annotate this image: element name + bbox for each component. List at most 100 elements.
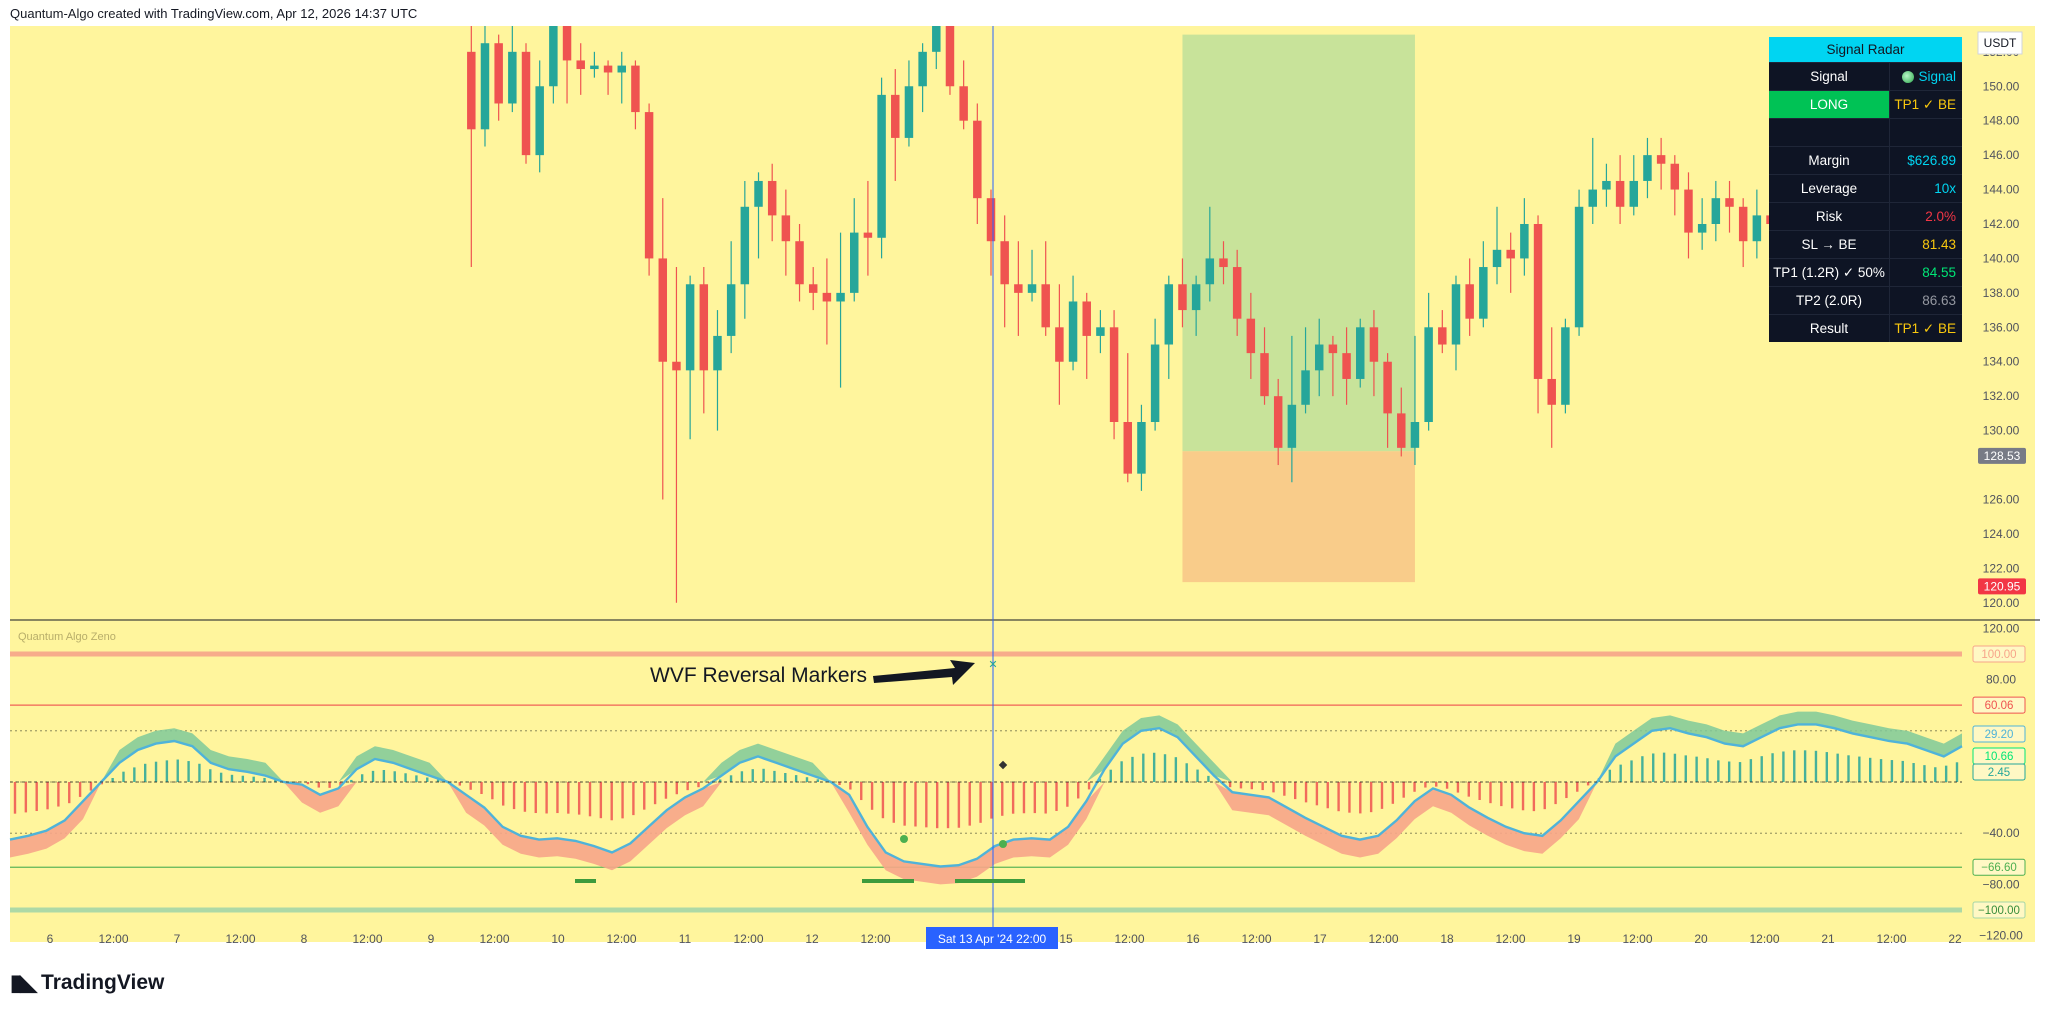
- candle-body: [1068, 301, 1078, 362]
- signal-radar-key: Result: [1769, 315, 1890, 342]
- time-axis-label: 22: [1948, 932, 1962, 946]
- oscillator-signal-dot: [999, 840, 1007, 848]
- candle-body: [822, 292, 832, 302]
- candle-body: [1588, 189, 1597, 207]
- candle-body: [644, 112, 654, 259]
- tradingview-logo-icon: ▮◣: [10, 970, 37, 995]
- oscillator-level-label: 100.00: [1981, 649, 2016, 661]
- time-axis-label: 9: [428, 932, 435, 946]
- signal-radar-value-text: 84.55: [1922, 265, 1956, 280]
- signal-radar-row: TP1 (1.2R) ✓ 50% 84.55: [1769, 258, 1962, 286]
- candle-body: [1369, 327, 1379, 362]
- signal-radar-key: Margin: [1769, 147, 1890, 174]
- oscillator-value-label: 2.45: [1988, 767, 2010, 779]
- candle-body: [945, 26, 955, 87]
- candle-body: [1711, 198, 1721, 224]
- candle-body: [1697, 224, 1707, 233]
- candle-body: [1383, 361, 1392, 414]
- candle-body: [904, 86, 914, 138]
- bearish-wave-fill: [10, 782, 1962, 885]
- candle-body: [549, 26, 558, 87]
- candle-body: [1356, 327, 1365, 379]
- signal-radar-value: TP1 ✓ BE: [1890, 315, 1962, 342]
- candle-body: [891, 94, 900, 138]
- price-axis-background: [1962, 26, 2035, 942]
- candle-body: [1602, 180, 1611, 190]
- price-tick-label: 142.00: [1983, 217, 2020, 231]
- candle-body: [1547, 378, 1556, 405]
- signal-radar-value-text: 81.43: [1922, 237, 1956, 252]
- crosshair-date-label: Sat 13 Apr '24 22:00: [938, 932, 1047, 946]
- currency-badge: [1977, 31, 2023, 55]
- signal-radar-key: TP1 (1.2R) ✓ 50%: [1769, 259, 1890, 286]
- chart-background: [10, 26, 1962, 942]
- candle-body: [1670, 163, 1680, 190]
- candle-body: [1615, 180, 1625, 207]
- price-tick-label: 136.00: [1983, 320, 2020, 334]
- signal-radar-value: 84.55: [1890, 259, 1962, 286]
- price-tick-label: 124.00: [1983, 527, 2020, 541]
- time-axis-label: 11: [679, 932, 692, 946]
- signal-radar-value: 10x: [1890, 175, 1962, 202]
- time-axis-label: 12:00: [860, 932, 890, 946]
- oscillator-value-badge: [1972, 763, 2026, 781]
- oscillator-value-label: 29.20: [1985, 729, 2014, 741]
- price-tick-label: 150.00: [1983, 79, 2020, 93]
- candle-body: [754, 180, 763, 207]
- signal-radar-value: TP1 ✓ BE: [1890, 91, 1962, 118]
- candle-body: [1465, 284, 1474, 319]
- candle-body: [1164, 284, 1174, 345]
- time-axis-label: 12:00: [98, 932, 128, 946]
- candle-body: [808, 284, 818, 293]
- oscillator-level-badge: [1972, 858, 2026, 876]
- oscillator-level-label: −66.60: [1981, 862, 2017, 874]
- candle-body: [1137, 422, 1146, 474]
- candle-body: [1479, 267, 1488, 319]
- oscillator-diamond-marker: [998, 760, 1008, 770]
- candle-body: [781, 215, 791, 242]
- candle-body: [1574, 206, 1584, 328]
- candle-body: [685, 284, 695, 371]
- currency-label: USDT: [1984, 36, 2017, 50]
- tradingview-logo[interactable]: ▮◣ TradingView: [10, 970, 164, 996]
- price-label-badge: [1978, 447, 2026, 464]
- candle-body: [1643, 155, 1652, 181]
- candle-body: [535, 86, 544, 156]
- candle-body: [1014, 284, 1023, 293]
- signal-radar-value-text: TP1 ✓ BE: [1894, 321, 1956, 336]
- signal-radar-key: TP2 (2.0R): [1769, 287, 1890, 314]
- signal-radar-row: [1769, 118, 1962, 146]
- candle-body: [1123, 422, 1133, 474]
- candle-body: [1178, 284, 1187, 311]
- candle-body: [986, 198, 996, 242]
- signal-radar-key: SL → BE: [1769, 231, 1890, 258]
- signal-radar-row: Risk 2.0%: [1769, 202, 1962, 230]
- signal-radar-row: Result TP1 ✓ BE: [1769, 314, 1962, 342]
- candle-body: [699, 284, 709, 371]
- price-tick-label: 122.00: [1983, 561, 2020, 575]
- signal-radar-key: Signal: [1769, 63, 1890, 90]
- price-tick-label: 130.00: [1983, 424, 2020, 438]
- time-axis-label: 19: [1567, 932, 1581, 946]
- oscillator-tick-label: −80.00: [1982, 877, 2019, 891]
- time-axis-label: 7: [174, 932, 181, 946]
- candle-body: [1520, 224, 1529, 259]
- candle-body: [713, 335, 722, 371]
- oscillator-level-badge: [1972, 645, 2026, 663]
- time-axis-label: 12:00: [1114, 932, 1144, 946]
- candle-body: [932, 26, 941, 52]
- time-axis-label: 10: [551, 932, 565, 946]
- oscillator-value-badge: [1972, 725, 2026, 743]
- signal-radar-key: Risk: [1769, 203, 1890, 230]
- take-profit-zone: [1182, 34, 1415, 452]
- signal-radar-row: TP2 (2.0R) 86.63: [1769, 286, 1962, 314]
- signal-radar-key: [1769, 119, 1890, 146]
- time-axis-label: 12:00: [1495, 932, 1525, 946]
- candle-body: [658, 258, 668, 362]
- candle-body: [1410, 422, 1420, 448]
- candle-body: [1027, 284, 1037, 293]
- time-axis-label: 17: [1313, 932, 1327, 946]
- price-tick-label: 140.00: [1983, 251, 2020, 265]
- price-label: 128.53: [1984, 449, 2021, 463]
